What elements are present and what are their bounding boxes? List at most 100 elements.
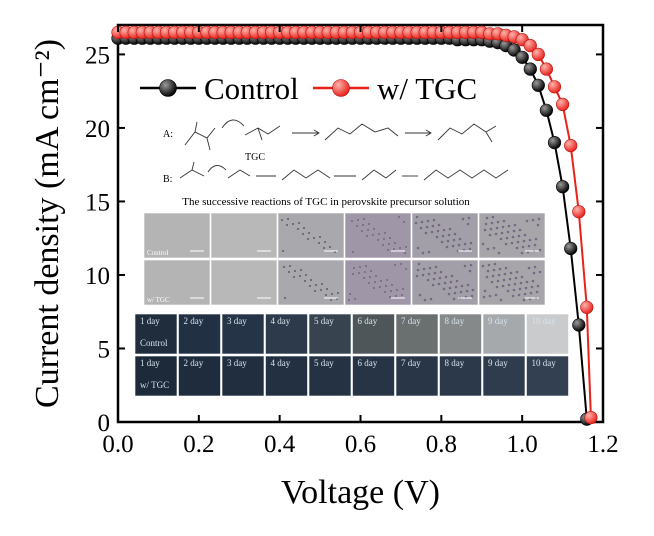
crystal-speck: [514, 276, 518, 280]
crystal-speck: [379, 286, 381, 288]
aging-photo: [482, 355, 526, 397]
crystal-speck: [349, 293, 351, 295]
y-tick-label: 10: [85, 263, 110, 290]
crystal-speck: [377, 239, 379, 241]
crystal-speck: [494, 232, 498, 236]
data-point: [547, 80, 562, 94]
crystal-speck: [439, 270, 443, 274]
crystal-speck: [284, 297, 286, 299]
crystal-speck: [502, 278, 506, 282]
crystal-speck: [398, 216, 400, 218]
crystal-speck: [490, 221, 494, 225]
crystal-speck: [375, 275, 377, 277]
crystal-speck: [305, 274, 307, 276]
crystal-speck: [513, 223, 517, 227]
crystal-speck: [363, 218, 365, 220]
crystal-speck: [452, 238, 456, 242]
crystal-speck: [469, 263, 473, 267]
series-layer: [111, 25, 598, 426]
series-tgc: [111, 25, 598, 425]
crystal-speck: [440, 240, 444, 244]
x-tick-label: 1.0: [507, 431, 538, 458]
aging-photo: [439, 355, 482, 397]
data-point: [539, 103, 554, 117]
crystal-speck: [365, 265, 367, 267]
crystal-speck: [402, 288, 404, 290]
inset-figure: A: TGC B: The successive reactions of TGC i…: [134, 119, 569, 397]
crystal-speck: [432, 218, 436, 222]
crystal-speck: [431, 283, 435, 287]
crystal-speck: [383, 238, 385, 240]
molecule-tgc: [244, 125, 281, 141]
crystal-speck: [522, 239, 526, 243]
crystal-speck: [299, 275, 301, 277]
crystal-speck: [504, 242, 508, 246]
crystal-speck: [321, 283, 323, 285]
crystal-speck: [325, 294, 327, 296]
scheme-b-label: B:: [163, 174, 172, 185]
aging-photo: [395, 355, 439, 397]
crystal-speck: [524, 286, 528, 290]
crystal-speck: [465, 289, 469, 293]
crystal-speck: [354, 298, 356, 300]
crystal-speck: [313, 237, 315, 239]
x-tick-label: 0.4: [264, 431, 296, 458]
crystal-speck: [499, 237, 503, 241]
crystal-speck: [415, 274, 419, 278]
crystal-speck: [423, 298, 427, 302]
data-point: [523, 38, 537, 53]
crystal-speck: [515, 246, 519, 250]
crystal-speck: [287, 218, 289, 220]
crystal-speck: [445, 245, 449, 249]
aging-photo: [221, 355, 265, 397]
aging-photo: [134, 355, 178, 397]
tgc-label: TGC: [245, 152, 265, 163]
crystal-speck: [536, 223, 540, 227]
crystal-speck: [503, 272, 507, 276]
crystal-speck: [366, 235, 368, 237]
crystal-speck: [520, 275, 524, 279]
legend-label: w/ TGC: [377, 71, 477, 106]
crystal-speck: [531, 279, 535, 283]
legend-marker: [332, 79, 350, 97]
crystal-speck: [534, 237, 538, 241]
crystal-speck: [351, 220, 353, 222]
crystal-speck: [531, 218, 535, 222]
crystal-speck: [441, 234, 445, 238]
crystal-speck: [422, 267, 426, 271]
y-axis-title: Current density (mA cm⁻²): [29, 39, 66, 408]
crystal-speck: [403, 221, 405, 223]
crystal-speck: [442, 287, 446, 291]
crystal-speck: [511, 235, 515, 239]
crystal-speck: [324, 241, 326, 243]
crystal-speck: [426, 219, 430, 223]
photo-row-label-control: Control: [140, 338, 168, 348]
crystal-speck: [315, 284, 317, 286]
crystal-speck: [453, 291, 457, 295]
aging-photo: [352, 355, 395, 397]
crystal-speck: [509, 271, 513, 275]
molecule-step1: [281, 169, 331, 181]
crystal-speck: [433, 271, 437, 275]
crystal-speck: [363, 277, 365, 279]
day-label: 9 day: [488, 316, 508, 326]
crystal-speck: [384, 232, 386, 234]
crystal-speck: [523, 292, 527, 296]
y-tick-label: 25: [85, 42, 110, 69]
crystal-speck: [414, 221, 418, 225]
x-tick-label: 0.0: [102, 431, 133, 458]
crystal-speck: [486, 269, 490, 273]
crystal-speck: [368, 282, 370, 284]
day-label: 7 day: [401, 358, 421, 368]
crystal-speck: [488, 233, 492, 237]
crystal-speck: [385, 285, 387, 287]
crystal-speck: [309, 285, 311, 287]
aging-photo: [265, 355, 308, 397]
crystal-speck: [393, 248, 395, 250]
day-label: 4 day: [271, 316, 291, 326]
crystal-speck: [455, 279, 459, 283]
crystal-speck: [373, 228, 375, 230]
x-tick-label: 0.6: [345, 431, 376, 458]
crystal-speck: [499, 298, 503, 302]
crystal-speck: [527, 266, 531, 270]
